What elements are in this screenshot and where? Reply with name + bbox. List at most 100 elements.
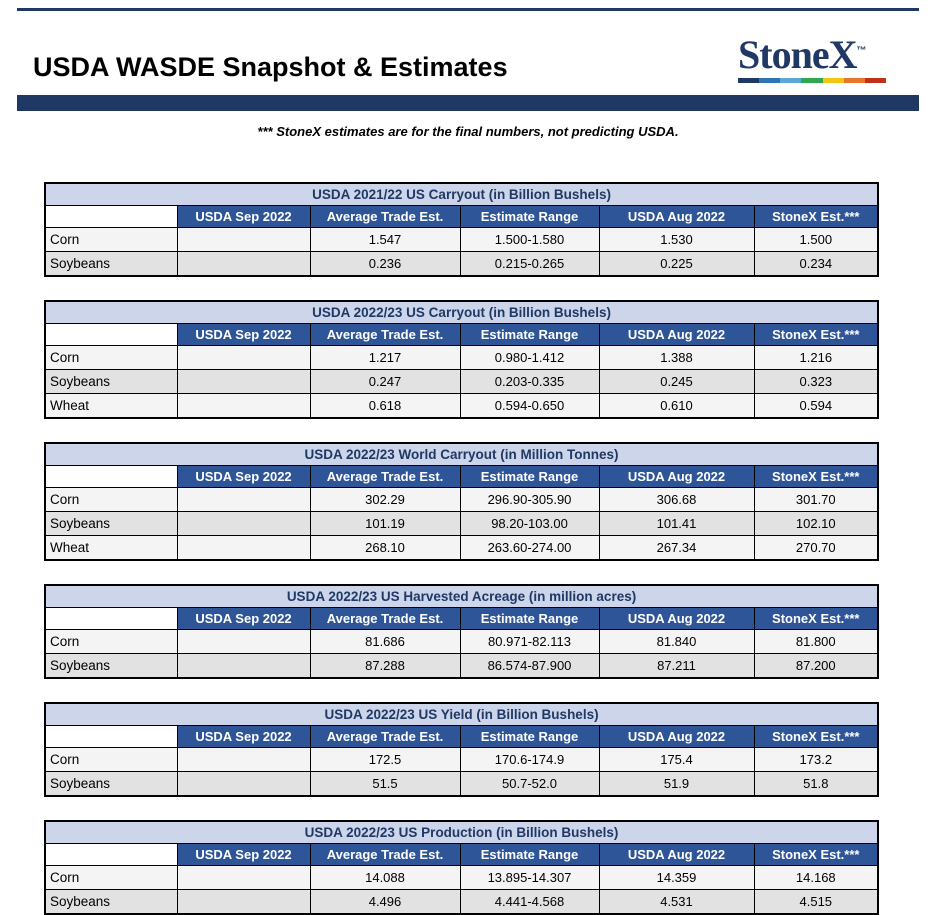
value-cell	[176, 511, 311, 536]
value-cell: 1.388	[598, 345, 755, 370]
value-cell: 263.60-274.00	[459, 535, 600, 561]
table-row: Corn 14.088 13.895-14.307 14.359 14.168	[44, 865, 879, 890]
report-header: USDA WASDE Snapshot & Estimates StoneX™	[0, 11, 936, 95]
value-cell: 81.686	[309, 629, 461, 654]
column-header-row: USDA Sep 2022 Average Trade Est. Estimate …	[44, 465, 879, 488]
column-header: USDA Aug 2022	[598, 843, 755, 866]
value-cell: 1.500-1.580	[459, 227, 600, 252]
corner-cell	[44, 843, 178, 866]
value-cell	[176, 629, 311, 654]
column-header: Estimate Range	[459, 725, 600, 748]
value-cell: 13.895-14.307	[459, 865, 600, 890]
column-header-row: USDA Sep 2022 Average Trade Est. Estimate …	[44, 607, 879, 630]
commodity-label: Soybeans	[44, 653, 178, 679]
commodity-label: Wheat	[44, 535, 178, 561]
column-header: StoneX Est.***	[753, 607, 879, 630]
column-header: USDA Sep 2022	[176, 323, 311, 346]
value-cell: 170.6-174.9	[459, 747, 600, 772]
column-header: Estimate Range	[459, 323, 600, 346]
table-row: Corn 302.29 296.90-305.90 306.68 301.70	[44, 487, 879, 512]
column-header: StoneX Est.***	[753, 323, 879, 346]
stonex-logo: StoneX™	[738, 35, 886, 83]
column-header: Average Trade Est.	[309, 323, 461, 346]
table-title: USDA 2022/23 US Yield (in Billion Bushel…	[44, 702, 879, 726]
value-cell: 4.515	[753, 889, 879, 915]
disclaimer-note: *** StoneX estimates are for the final n…	[257, 124, 679, 139]
commodity-label: Soybeans	[44, 889, 178, 915]
value-cell: 4.496	[309, 889, 461, 915]
value-cell: 172.5	[309, 747, 461, 772]
logo-color-segment	[801, 78, 823, 83]
column-header: Average Trade Est.	[309, 205, 461, 228]
table-row: Wheat 0.618 0.594-0.650 0.610 0.594	[44, 393, 879, 419]
table-title: USDA 2021/22 US Carryout (in Billion Bus…	[44, 182, 879, 206]
column-header: USDA Sep 2022	[176, 205, 311, 228]
value-cell: 1.500	[753, 227, 879, 252]
table-row: Wheat 268.10 263.60-274.00 267.34 270.70	[44, 535, 879, 561]
stonex-logo-wordmark: StoneX™	[738, 35, 886, 75]
wasde-table: USDA 2022/23 World Carryout (in Million …	[44, 442, 880, 561]
value-cell: 1.216	[753, 345, 879, 370]
table-row: Soybeans 0.236 0.215-0.265 0.225 0.234	[44, 251, 879, 277]
value-cell: 0.594	[753, 393, 879, 419]
value-cell	[176, 747, 311, 772]
commodity-label: Soybeans	[44, 251, 178, 277]
value-cell: 87.200	[753, 653, 879, 679]
value-cell	[176, 653, 311, 679]
value-cell: 0.203-0.335	[459, 369, 600, 394]
value-cell: 81.840	[598, 629, 755, 654]
value-cell: 14.168	[753, 865, 879, 890]
column-header-row: USDA Sep 2022 Average Trade Est. Estimate …	[44, 205, 879, 228]
logo-color-segment	[843, 78, 865, 83]
value-cell: 306.68	[598, 487, 755, 512]
table-row: Corn 1.217 0.980-1.412 1.388 1.216	[44, 345, 879, 370]
commodity-label: Corn	[44, 487, 178, 512]
wasde-table: USDA 2022/23 US Production (in Billion B…	[44, 820, 880, 915]
table-row: Soybeans 0.247 0.203-0.335 0.245 0.323	[44, 369, 879, 394]
column-header: Estimate Range	[459, 205, 600, 228]
logo-color-segment	[864, 78, 886, 83]
column-header: Estimate Range	[459, 843, 600, 866]
column-header: USDA Aug 2022	[598, 725, 755, 748]
value-cell: 14.359	[598, 865, 755, 890]
value-cell	[176, 535, 311, 561]
column-header: USDA Aug 2022	[598, 607, 755, 630]
value-cell: 0.594-0.650	[459, 393, 600, 419]
value-cell	[176, 889, 311, 915]
tables-container: USDA 2021/22 US Carryout (in Billion Bus…	[44, 182, 892, 915]
column-header: Average Trade Est.	[309, 843, 461, 866]
value-cell: 0.618	[309, 393, 461, 419]
value-cell: 267.34	[598, 535, 755, 561]
trademark-symbol: ™	[856, 45, 867, 57]
commodity-label: Soybeans	[44, 511, 178, 536]
table-row: Soybeans 101.19 98.20-103.00 101.41 102.10	[44, 511, 879, 536]
navy-divider-bar	[17, 95, 919, 111]
value-cell: 4.531	[598, 889, 755, 915]
value-cell: 0.323	[753, 369, 879, 394]
column-header: Estimate Range	[459, 607, 600, 630]
column-header: Average Trade Est.	[309, 607, 461, 630]
column-header: USDA Sep 2022	[176, 843, 311, 866]
value-cell	[176, 865, 311, 890]
column-header: StoneX Est.***	[753, 205, 879, 228]
value-cell: 87.211	[598, 653, 755, 679]
table-title-row: USDA 2022/23 US Carryout (in Billion Bus…	[44, 300, 879, 324]
value-cell: 0.236	[309, 251, 461, 277]
value-cell: 0.215-0.265	[459, 251, 600, 277]
value-cell: 87.288	[309, 653, 461, 679]
value-cell: 51.9	[598, 771, 755, 797]
commodity-label: Soybeans	[44, 369, 178, 394]
value-cell: 98.20-103.00	[459, 511, 600, 536]
corner-cell	[44, 465, 178, 488]
logo-color-segment	[822, 78, 844, 83]
value-cell: 86.574-87.900	[459, 653, 600, 679]
value-cell	[176, 369, 311, 394]
value-cell: 296.90-305.90	[459, 487, 600, 512]
corner-cell	[44, 725, 178, 748]
page-title: USDA WASDE Snapshot & Estimates	[33, 52, 508, 82]
value-cell: 301.70	[753, 487, 879, 512]
value-cell	[176, 393, 311, 419]
value-cell	[176, 487, 311, 512]
column-header: Average Trade Est.	[309, 725, 461, 748]
report-page: USDA WASDE Snapshot & Estimates StoneX™ …	[0, 8, 936, 915]
